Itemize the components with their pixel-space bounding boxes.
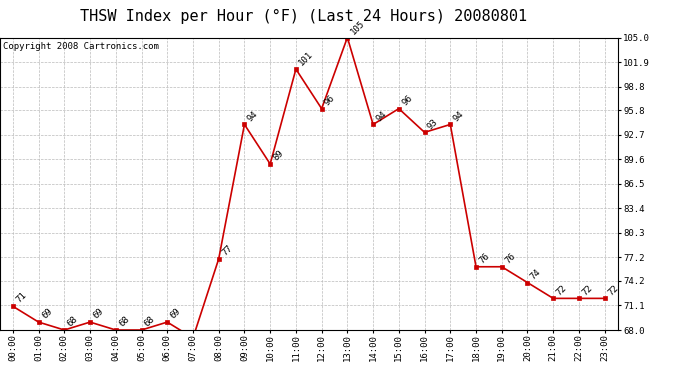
Text: 69: 69 [168, 307, 183, 321]
Text: 94: 94 [375, 109, 388, 123]
Text: 101: 101 [297, 50, 315, 68]
Text: 94: 94 [246, 109, 260, 123]
Text: 76: 76 [477, 251, 491, 266]
Text: 105: 105 [348, 18, 366, 36]
Text: 67: 67 [0, 374, 1, 375]
Text: 96: 96 [400, 93, 414, 107]
Text: 74: 74 [529, 267, 543, 281]
Text: THSW Index per Hour (°F) (Last 24 Hours) 20080801: THSW Index per Hour (°F) (Last 24 Hours)… [80, 9, 527, 24]
Text: 69: 69 [92, 307, 106, 321]
Text: 72: 72 [580, 283, 594, 297]
Text: 68: 68 [66, 315, 79, 328]
Text: 89: 89 [272, 148, 286, 163]
Text: 93: 93 [426, 117, 440, 131]
Text: Copyright 2008 Cartronics.com: Copyright 2008 Cartronics.com [3, 42, 159, 51]
Text: 96: 96 [323, 93, 337, 107]
Text: 68: 68 [117, 315, 131, 328]
Text: 71: 71 [14, 291, 28, 305]
Text: 68: 68 [143, 315, 157, 328]
Text: 94: 94 [452, 109, 466, 123]
Text: 77: 77 [220, 243, 234, 258]
Text: 72: 72 [606, 283, 620, 297]
Text: 72: 72 [555, 283, 569, 297]
Text: 76: 76 [503, 251, 517, 266]
Text: 69: 69 [40, 307, 54, 321]
